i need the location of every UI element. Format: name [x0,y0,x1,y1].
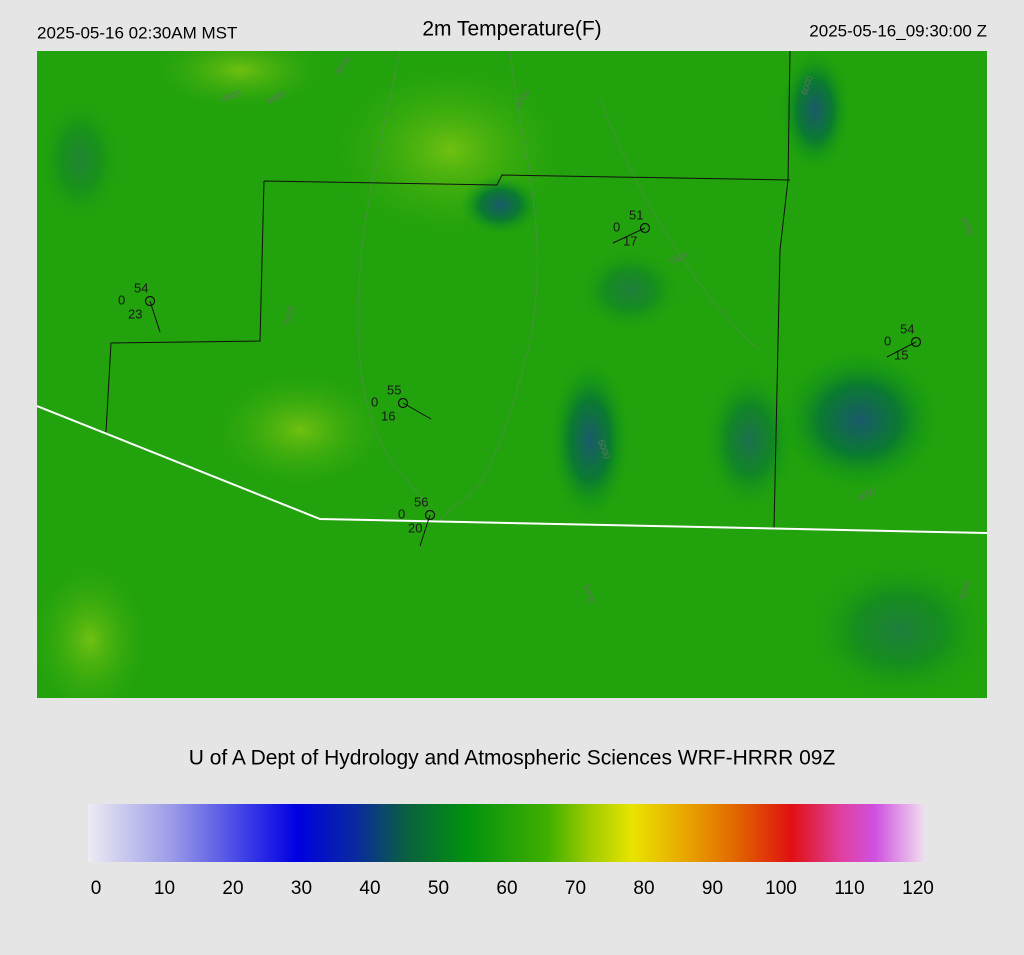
colorbar-tick-label: 100 [765,878,797,899]
colorbar-tick-label: 70 [565,878,586,899]
dewpoint: 23 [128,306,142,321]
colorbar-tick-label: 0 [91,878,102,899]
temperature: 51 [629,207,643,222]
wind-barb [149,300,161,333]
temperature: 54 [900,321,914,336]
colorbar-tick-label: 40 [359,878,380,899]
precip: 0 [118,292,125,307]
wind-barb [419,514,431,547]
station-circle [639,222,651,234]
temperature: 54 [134,280,148,295]
dewpoint: 15 [894,347,908,362]
dewpoint: 17 [623,233,637,248]
colorbar-tick-label: 90 [702,878,723,899]
precip: 0 [398,506,405,521]
dewpoint: 20 [408,520,422,535]
colorbar-tick-label: 30 [291,878,312,899]
temperature: 55 [387,382,401,397]
colorbar-tick-label: 60 [496,878,517,899]
colorbar-tick-label: 50 [428,878,449,899]
temperature: 56 [414,494,428,509]
wind-barb [402,402,432,420]
wind-barb [886,341,917,358]
colorbar [88,804,925,862]
map [37,51,987,698]
wind-barb [612,227,646,244]
colorbar-tick-label: 110 [834,878,864,899]
precip: 0 [884,333,891,348]
station-circle [424,509,436,521]
title: 2m Temperature(F) [422,18,601,41]
colorbar-tick-label: 10 [154,878,175,899]
utc-time: 2025-05-16_09:30:00 Z [809,21,987,40]
colorbar-tick-label: 120 [902,878,934,899]
colorbar-ticks: 0 10 20 30 40 50 60 70 80 90 100 110 120 [91,878,934,899]
colorbar-tick-label: 20 [222,878,243,899]
precip: 0 [613,219,620,234]
precip: 0 [371,394,378,409]
station-circle [910,336,922,348]
station-circle [144,295,156,307]
colorbar-tick-label: 80 [633,878,654,899]
credit: U of A Dept of Hydrology and Atmospheric… [189,747,836,770]
station-circle [397,397,409,409]
local-time: 2025-05-16 02:30AM MST [37,23,237,42]
dewpoint: 16 [381,408,395,423]
